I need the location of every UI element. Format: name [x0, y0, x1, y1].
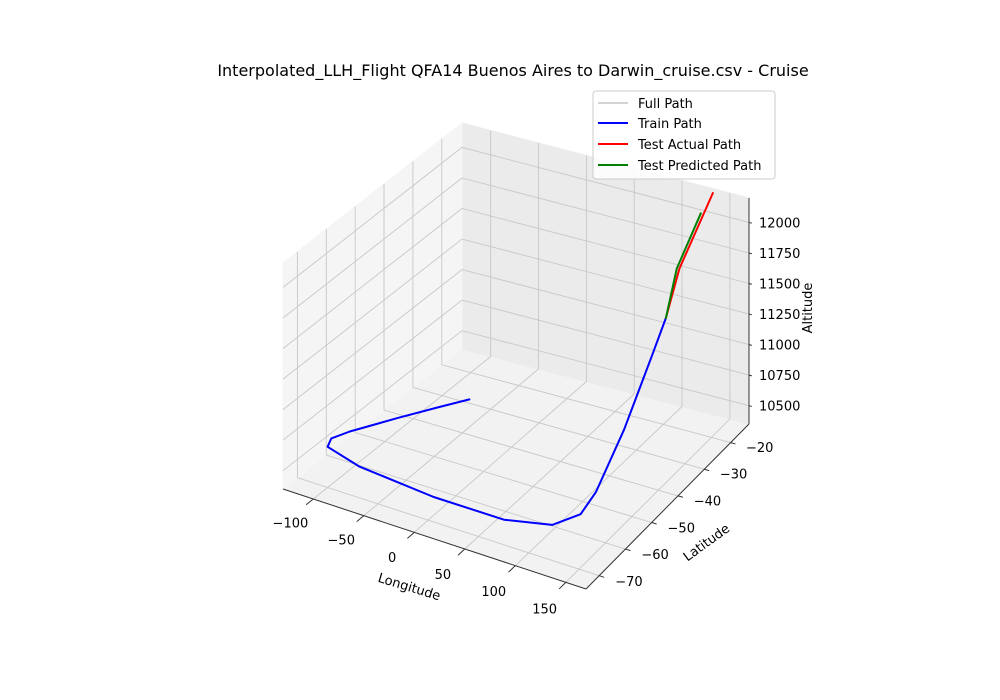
z-tick-label: 11500	[759, 278, 800, 293]
y-tick-mark	[704, 468, 710, 472]
y-tick-label: −30	[720, 468, 747, 483]
z-tick-label: 12000	[759, 216, 800, 231]
x-tick-mark	[508, 565, 516, 573]
y-tick-label: −50	[668, 521, 695, 536]
y-tick-label: −70	[615, 575, 642, 590]
y-gridline	[325, 229, 626, 550]
y-tick-mark	[625, 548, 631, 552]
y-tick-label: −60	[641, 548, 668, 563]
y-gridline	[383, 184, 679, 497]
x-gridline	[363, 143, 539, 517]
x-gridline	[414, 155, 587, 533]
x-tick-label: −50	[328, 534, 355, 549]
legend-frame	[592, 90, 776, 180]
side-pane	[282, 121, 463, 491]
y-gridline	[441, 138, 731, 444]
x-axis-line	[282, 488, 587, 590]
y-tick-mark	[598, 575, 605, 578]
z-gridline	[282, 208, 750, 349]
y-tick-mark	[677, 495, 684, 498]
y-axis-line	[585, 423, 750, 590]
z-axis-label: Altitude	[801, 283, 816, 334]
z-gridline	[282, 238, 750, 380]
legend-label-test-predicted-path: Test Predicted Path	[637, 159, 761, 174]
y-tick-label: −20	[746, 441, 773, 456]
z-gridline	[282, 269, 750, 410]
z-tick-label: 11250	[759, 308, 800, 323]
legend: Full Path Train Path Test Actual Path Te…	[592, 90, 776, 180]
y-tick-mark	[730, 442, 736, 445]
x-gridline	[464, 168, 635, 550]
z-gridline	[282, 330, 750, 472]
grid-lines	[282, 130, 750, 583]
z-tick-label: 10500	[759, 400, 800, 415]
axis-panes	[281, 121, 750, 590]
tick-marks: −100−50050100150−70−60−50−40−30−20105001…	[273, 198, 800, 617]
legend-label-train-path: Train Path	[637, 117, 702, 132]
y-gridline	[412, 161, 705, 470]
x-tick-label: 0	[388, 551, 396, 566]
z-tick-label: 11000	[759, 339, 800, 354]
z-gridline	[282, 177, 750, 319]
y-gridline	[296, 251, 600, 577]
y-tick-label: −40	[694, 494, 721, 509]
series-line-train-path	[326, 317, 667, 526]
x-tick-label: −100	[273, 516, 309, 531]
chart-title: Interpolated_LLH_Flight QFA14 Buenos Air…	[217, 61, 808, 81]
series-line-test-predicted-path	[664, 212, 702, 319]
x-tick-mark	[305, 498, 314, 506]
x-tick-label: 100	[481, 585, 506, 600]
x-axis-label: Longitude	[376, 571, 442, 604]
series-lines	[326, 192, 714, 526]
legend-label-test-actual-path: Test Actual Path	[637, 138, 741, 153]
x-tick-mark	[457, 548, 466, 556]
z-tick-label: 10750	[759, 369, 800, 384]
x-tick-label: 50	[435, 568, 452, 583]
x-tick-mark	[356, 515, 365, 522]
y-gridline	[354, 206, 652, 523]
x-gridline	[565, 193, 731, 583]
legend-label-full-path: Full Path	[638, 97, 693, 112]
x-gridline	[313, 130, 492, 500]
x-tick-label: 150	[532, 602, 557, 617]
x-tick-mark	[407, 531, 415, 539]
z-tick-label: 11750	[759, 247, 800, 262]
x-tick-mark	[558, 581, 567, 590]
z-gridline	[282, 146, 750, 288]
y-tick-mark	[651, 521, 657, 525]
